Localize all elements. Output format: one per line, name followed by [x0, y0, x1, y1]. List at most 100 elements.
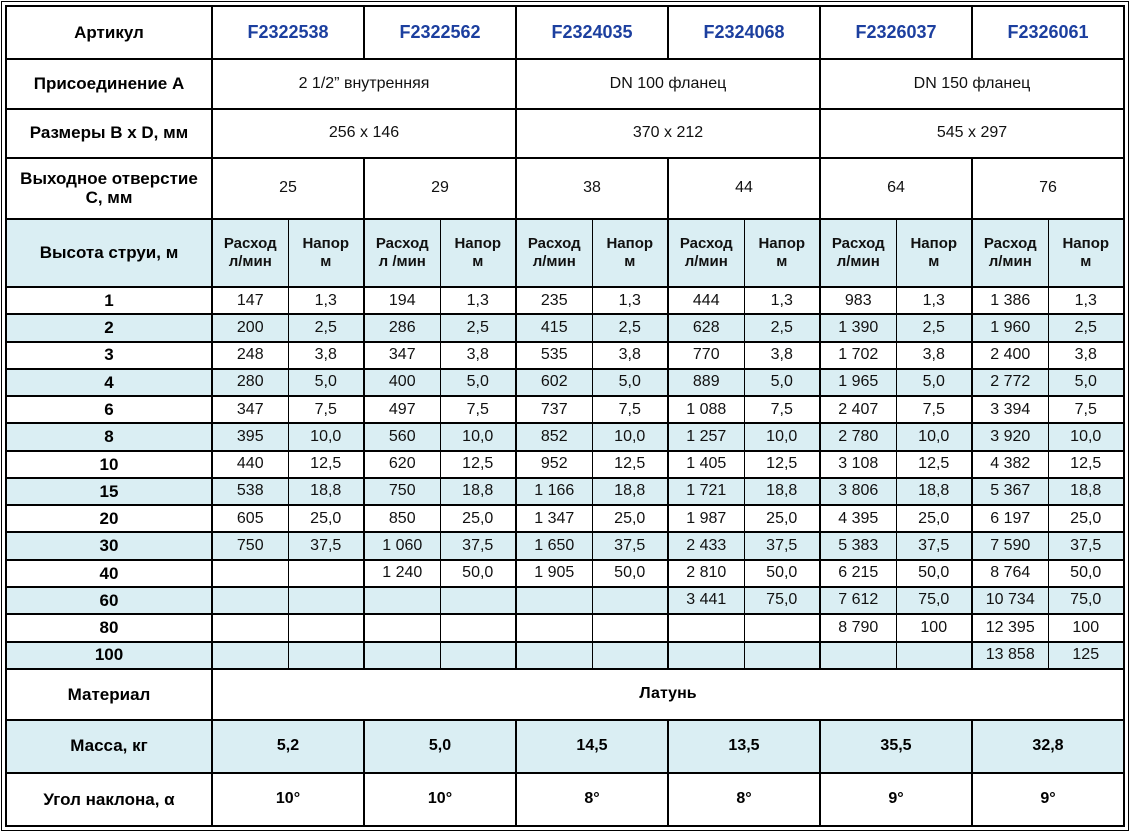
outlet-label-line1: Выходное отверстие	[20, 168, 198, 188]
head-unit: м	[472, 252, 484, 270]
jet-height-value: 4	[5, 367, 213, 398]
head-value: 3,8	[439, 340, 517, 370]
flow-value	[667, 613, 745, 643]
mass-value: 5,2	[211, 718, 365, 774]
head-value: 7,5	[743, 395, 821, 425]
flow-value: 628	[667, 313, 745, 343]
head-value	[287, 640, 365, 671]
jet-data-row: 4 280 5,0 400 5,0 602 5,0 889 5,0 1 965 5,0 2 772 5,…	[5, 367, 1125, 398]
flow-value: 850	[363, 504, 441, 534]
jet-height-value: 6	[5, 395, 213, 425]
head-value: 10,0	[743, 422, 821, 452]
head-value: 3,8	[1047, 340, 1125, 370]
flow-value: 200	[211, 313, 289, 343]
jet-data-row: 30 750 37,5 1 060 37,5 1 650 37,5 2 433 37,5 5 38…	[5, 531, 1125, 561]
head-value: 2,5	[1047, 313, 1125, 343]
head-value: 37,5	[439, 531, 517, 561]
head-value: 10,0	[895, 422, 973, 452]
jet-height-value: 2	[5, 313, 213, 343]
flow-value: 286	[363, 313, 441, 343]
head-unit: м	[624, 252, 636, 270]
head-value: 50,0	[591, 558, 669, 588]
flow-label: Расход	[223, 234, 277, 252]
article-number: F2324068	[667, 4, 821, 61]
jet-data-row: 3 248 3,8 347 3,8 535 3,8 770 3,8 1 702 3,8 2 400 3,…	[5, 340, 1125, 370]
flow-value: 6 197	[971, 504, 1049, 534]
outlet-value: 76	[971, 156, 1125, 220]
article-number: F2326037	[819, 4, 973, 61]
head-value: 5,0	[591, 367, 669, 398]
flow-value: 1 390	[819, 313, 897, 343]
flow-value: 2 400	[971, 340, 1049, 370]
head-column-header: Напор м	[591, 217, 669, 289]
dimensions-value: 256 x 146	[211, 107, 517, 159]
flow-label: Расход	[679, 234, 733, 252]
head-value	[287, 585, 365, 616]
head-value: 2,5	[439, 313, 517, 343]
flow-value: 415	[515, 313, 593, 343]
head-value: 1,3	[1047, 286, 1125, 316]
flow-column-header: Расход л/мин	[515, 217, 593, 289]
head-value: 10,0	[591, 422, 669, 452]
article-row-label: Артикул	[5, 4, 213, 61]
connection-value: 2 1/2” внутренняя	[211, 58, 517, 110]
flow-value: 7 612	[819, 585, 897, 616]
flow-value: 1 347	[515, 504, 593, 534]
head-value: 1,3	[895, 286, 973, 316]
jet-data-row: 60 3 441 75,0 7 612 75,0 10 734 75,0	[5, 585, 1125, 616]
flow-value: 395	[211, 422, 289, 452]
head-value: 25,0	[1047, 504, 1125, 534]
head-value: 37,5	[1047, 531, 1125, 561]
head-value: 3,8	[743, 340, 821, 370]
flow-value: 4 382	[971, 449, 1049, 479]
flow-value	[211, 558, 289, 588]
mass-value: 35,5	[819, 718, 973, 774]
head-value: 10,0	[1047, 422, 1125, 452]
angle-row: Угол наклона, α 10° 10° 8° 8° 9° 9°	[5, 771, 1125, 828]
head-value: 25,0	[743, 504, 821, 534]
flow-unit: л/мин	[684, 252, 728, 270]
flow-value: 7 590	[971, 531, 1049, 561]
head-value: 25,0	[439, 504, 517, 534]
flow-value	[363, 613, 441, 643]
flow-value: 1 257	[667, 422, 745, 452]
head-value: 10,0	[439, 422, 517, 452]
flow-value: 444	[667, 286, 745, 316]
head-value: 50,0	[743, 558, 821, 588]
flow-value: 4 395	[819, 504, 897, 534]
jet-data-row: 8 395 10,0 560 10,0 852 10,0 1 257 10,0 2 780 10,0…	[5, 422, 1125, 452]
flow-unit: л/мин	[228, 252, 272, 270]
head-value: 25,0	[591, 504, 669, 534]
flow-value: 400	[363, 367, 441, 398]
flow-value: 194	[363, 286, 441, 316]
flow-value: 235	[515, 286, 593, 316]
head-value: 37,5	[743, 531, 821, 561]
flow-value: 1 905	[515, 558, 593, 588]
head-value: 100	[895, 613, 973, 643]
flow-label: Расход	[983, 234, 1037, 252]
flow-value: 1 960	[971, 313, 1049, 343]
flow-value: 347	[211, 395, 289, 425]
flow-value: 983	[819, 286, 897, 316]
head-unit: м	[320, 252, 332, 270]
outlet-value: 25	[211, 156, 365, 220]
head-value: 5,0	[439, 367, 517, 398]
flow-value: 2 780	[819, 422, 897, 452]
flow-value: 280	[211, 367, 289, 398]
flow-value: 3 108	[819, 449, 897, 479]
head-value: 1,3	[743, 286, 821, 316]
material-value: Латунь	[211, 667, 1125, 721]
head-value: 25,0	[287, 504, 365, 534]
flow-value: 737	[515, 395, 593, 425]
head-value: 12,5	[439, 449, 517, 479]
head-value: 10,0	[287, 422, 365, 452]
jet-height-value: 80	[5, 613, 213, 643]
outlet-row: Выходное отверстие C, мм 25 29 38 44 64 7…	[5, 156, 1125, 220]
head-value: 3,8	[591, 340, 669, 370]
flow-value: 1 650	[515, 531, 593, 561]
mass-row-label: Масса, кг	[5, 718, 213, 774]
head-value: 12,5	[591, 449, 669, 479]
angle-value: 8°	[515, 771, 669, 828]
outlet-value: 64	[819, 156, 973, 220]
head-value	[591, 613, 669, 643]
